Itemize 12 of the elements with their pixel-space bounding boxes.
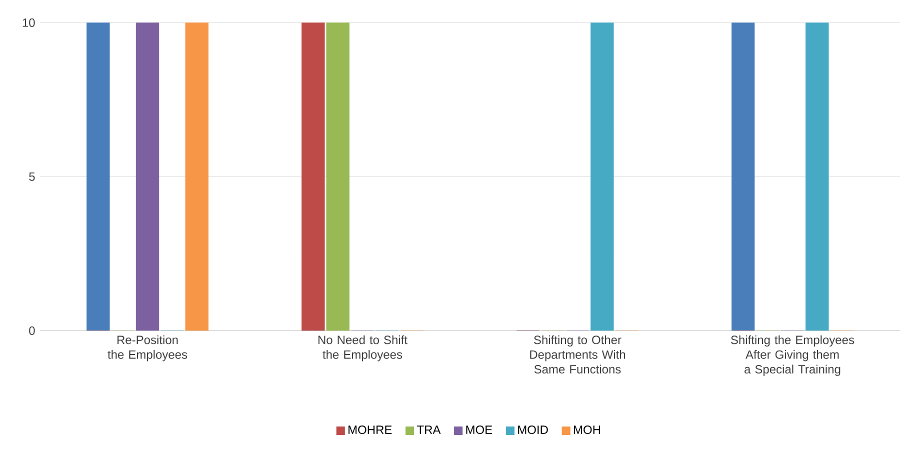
y-tick-label: 10 — [22, 18, 35, 27]
legend-label: MOH — [574, 426, 600, 434]
y-tick-label: 5 — [29, 172, 35, 181]
legend-label: MOID — [518, 426, 548, 434]
x-tick-label: No Need to Shift the Employees — [318, 335, 408, 362]
x-tick-label: Shifting the Employees After Giving them a Special Training — [731, 335, 854, 376]
legend-label: MOE — [466, 426, 492, 434]
legend-label: MOHRE — [348, 426, 392, 434]
legend-label: TRA — [417, 426, 441, 434]
y-tick-label: 0 — [29, 326, 35, 335]
x-tick-label: Shifting to Other Departments With Same Functions — [530, 335, 626, 374]
x-tick-label: Re-Position the Employees — [108, 335, 188, 362]
